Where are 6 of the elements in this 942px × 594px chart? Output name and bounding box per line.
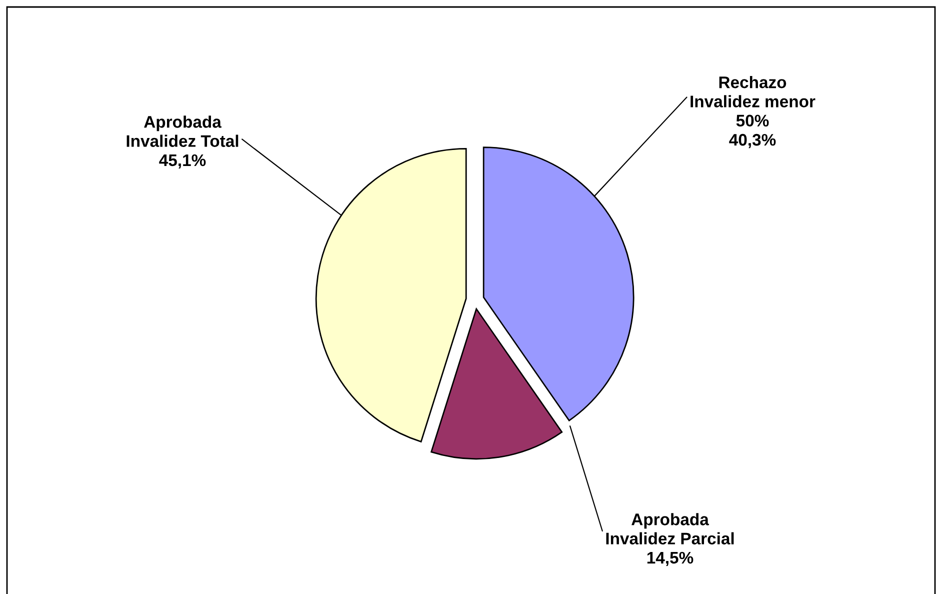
data-label: 40,3% [729,134,776,148]
slice-label: Aprobada Invalidez Total [126,116,238,147]
slice-label: Aprobada Invalidez Parcial [606,513,734,544]
data-label: 45,1% [159,154,206,169]
slice-label: Rechazo Invalidez menor 50% [690,76,816,127]
data-label: 14,5% [647,552,694,566]
